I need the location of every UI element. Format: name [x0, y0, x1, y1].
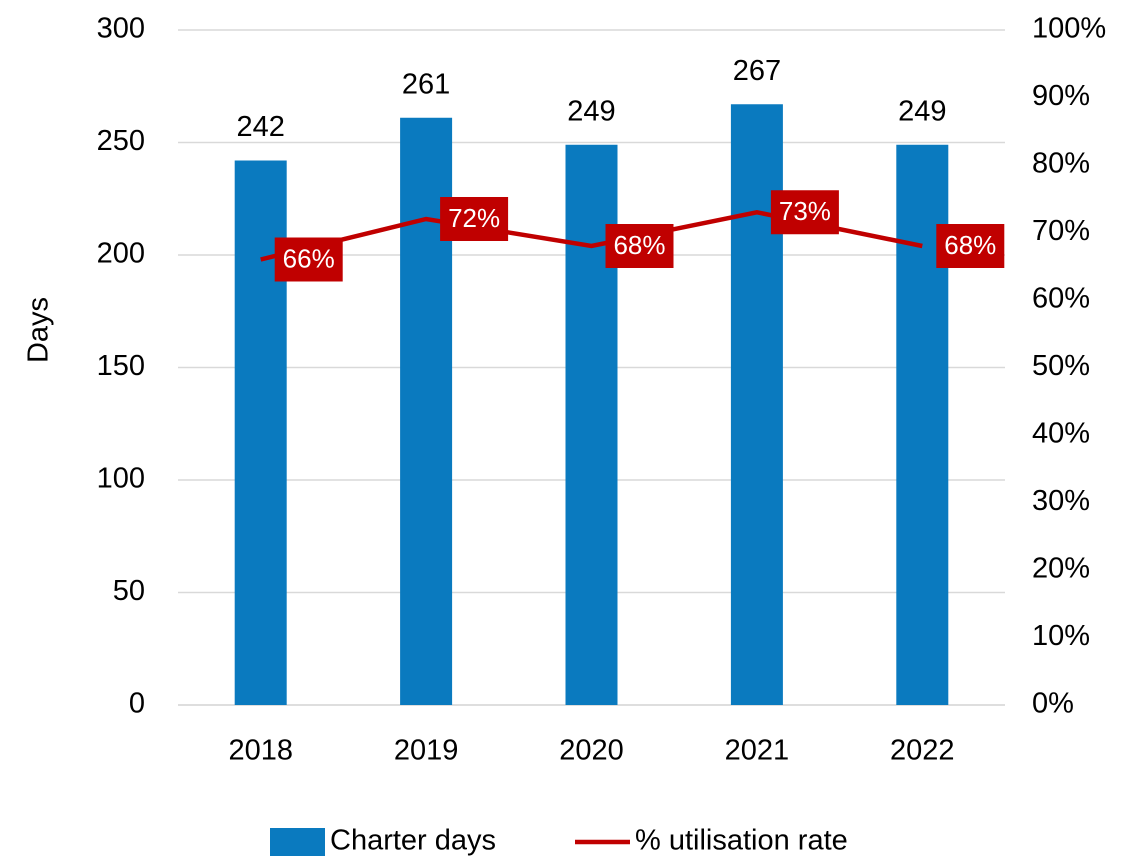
y2-tick-label: 70%	[1032, 215, 1090, 247]
y-tick-label: 50	[113, 575, 145, 607]
y2-tick-label: 80%	[1032, 148, 1090, 180]
y-tick-label: 300	[97, 13, 145, 45]
x-tick-label: 2022	[890, 735, 955, 767]
data-label-box	[605, 224, 674, 268]
y2-tick-label: 90%	[1032, 80, 1090, 112]
y-tick-label: 100	[97, 463, 145, 495]
y2-tick-label: 10%	[1032, 620, 1090, 652]
y2-tick-label: 50%	[1032, 350, 1090, 382]
y2-tick-label: 40%	[1032, 418, 1090, 450]
data-label-box	[770, 190, 839, 235]
line-value-label: 73%	[779, 196, 831, 226]
line-value-label: 66%	[283, 243, 335, 273]
y2-tick-label: 100%	[1032, 13, 1106, 45]
y2-tick-label: 30%	[1032, 485, 1090, 517]
y2-tick-label: 60%	[1032, 283, 1090, 315]
bar-value-label: 242	[237, 111, 285, 143]
legend-label: Charter days	[330, 825, 496, 857]
y-tick-label: 150	[97, 350, 145, 382]
y2-tick-label: 20%	[1032, 553, 1090, 585]
data-label-box	[440, 197, 509, 241]
line-value-label: 72%	[448, 203, 500, 233]
bar-value-label: 261	[402, 68, 450, 100]
legend-swatch	[270, 828, 325, 856]
line-value-label: 68%	[613, 230, 665, 260]
y-tick-label: 200	[97, 238, 145, 270]
y-axis-label: Days	[23, 297, 55, 363]
y2-tick-label: 0%	[1032, 688, 1074, 720]
x-tick-label: 2020	[559, 735, 624, 767]
legend-label: % utilisation rate	[635, 825, 848, 857]
data-label-box	[936, 224, 1005, 268]
y-tick-label: 250	[97, 125, 145, 157]
y-tick-label: 0	[129, 688, 145, 720]
x-tick-label: 2021	[725, 735, 790, 767]
x-tick-label: 2019	[394, 735, 459, 767]
bar-value-label: 249	[567, 95, 615, 127]
bar-value-label: 249	[898, 95, 946, 127]
bar-value-label: 267	[733, 55, 781, 87]
x-tick-label: 2018	[228, 735, 293, 767]
data-label-box	[274, 237, 343, 282]
line-value-label: 68%	[944, 230, 996, 260]
